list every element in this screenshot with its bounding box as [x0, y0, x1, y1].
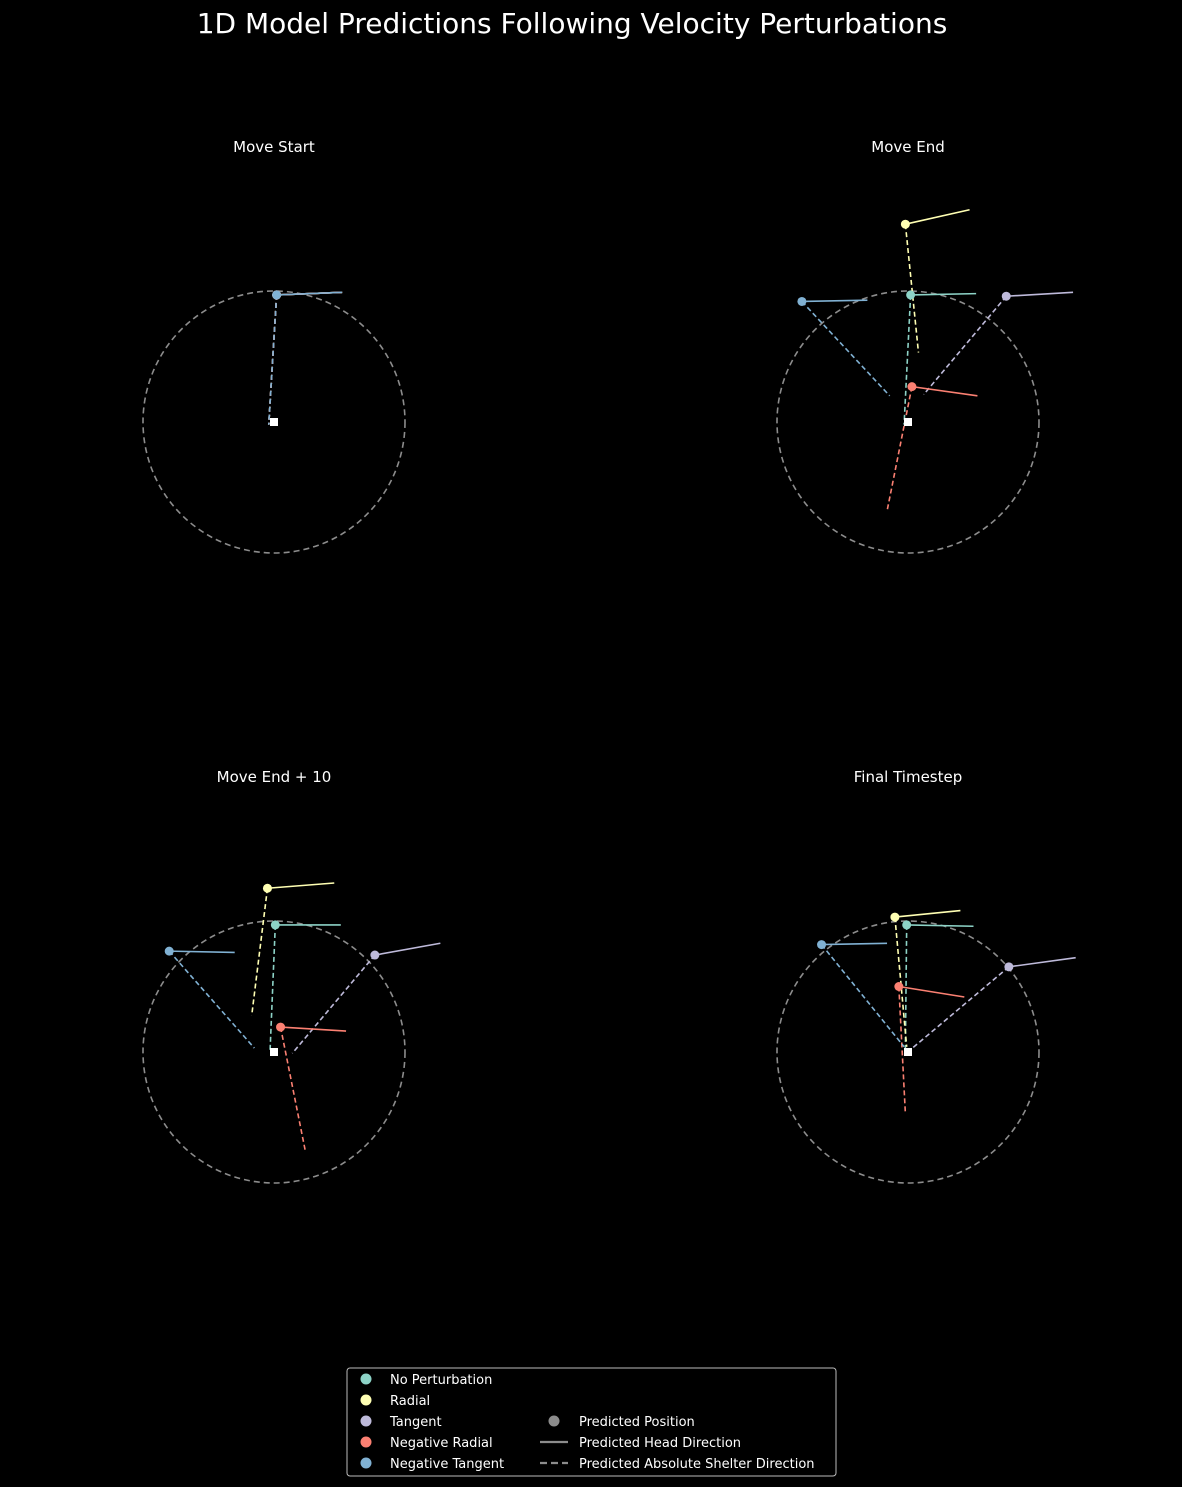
legend-label: No Perturbation: [390, 1373, 492, 1388]
shelter-direction-line: [904, 224, 920, 353]
position-marker: [262, 883, 272, 893]
position-marker: [1004, 962, 1014, 972]
head-direction-line: [911, 385, 978, 397]
legend-marker: [548, 1415, 560, 1427]
shelter-marker: [904, 418, 912, 426]
position-marker: [272, 290, 282, 300]
legend-label: Predicted Position: [579, 1415, 695, 1430]
legend-item: Negative Tangent: [360, 1457, 504, 1472]
arena-circle: [776, 920, 1040, 1184]
shelter-direction-line: [267, 294, 278, 425]
shelter-direction-line: [291, 954, 376, 1054]
shelter-direction-line: [250, 888, 269, 1016]
position-marker: [907, 382, 917, 392]
position-marker: [894, 982, 904, 991]
arena-circle: [142, 290, 406, 554]
shelter-direction-line: [908, 966, 1010, 1052]
shelter-direction-line: [898, 986, 907, 1114]
shelter-direction-line: [903, 294, 912, 425]
panel-title: Move Start: [233, 138, 315, 156]
shelter-direction-line: [923, 295, 1007, 396]
figure-title: 1D Model Predictions Following Velocity …: [197, 7, 948, 40]
head-direction-line: [276, 291, 343, 296]
shelter-marker: [270, 1048, 278, 1056]
position-marker: [817, 940, 827, 950]
legend-marker: [360, 1436, 372, 1448]
position-marker: [1001, 291, 1011, 301]
legend-marker: [360, 1457, 372, 1469]
legend-marker: [360, 1394, 372, 1406]
legend-label: Radial: [390, 1394, 430, 1409]
position-marker: [797, 296, 807, 306]
head-direction-line: [169, 950, 235, 954]
legend-item: Predicted Position: [548, 1415, 695, 1430]
head-direction-line: [821, 942, 888, 946]
head-direction-line: [280, 1026, 347, 1032]
legend-marker: [360, 1415, 372, 1427]
panel-1: Move Start: [142, 138, 406, 554]
shelter-direction-line: [168, 950, 255, 1049]
position-marker: [906, 290, 916, 300]
head-direction-line: [898, 985, 965, 998]
legend-item: No Perturbation: [360, 1373, 492, 1388]
legend-label: Tangent: [389, 1415, 442, 1430]
panels: Move Start Move End Move End + 10 Final Tim…: [142, 138, 1076, 1184]
head-direction-line: [801, 299, 868, 303]
legend-frame: [346, 1367, 837, 1477]
arena-circle: [142, 920, 406, 1184]
position-marker: [900, 219, 910, 229]
head-direction-line: [906, 924, 974, 928]
legend-item: Predicted Head Direction: [540, 1436, 741, 1451]
legend-item: Radial: [360, 1394, 430, 1409]
legend-item: Tangent: [360, 1415, 442, 1430]
position-marker: [370, 950, 380, 960]
legend-item: Predicted Absolute Shelter Direction: [540, 1457, 815, 1472]
legend-marker: [360, 1373, 372, 1385]
panel-2: Move End: [776, 138, 1074, 554]
panel-4: Final Timestep: [776, 768, 1076, 1184]
legend-item: Negative Radial: [360, 1436, 493, 1451]
position-marker: [890, 912, 900, 922]
legend-label: Predicted Head Direction: [579, 1436, 741, 1451]
head-direction-line: [267, 882, 335, 890]
head-direction-line: [1006, 291, 1074, 298]
head-direction-line: [1008, 956, 1076, 968]
shelter-direction-line: [801, 300, 891, 397]
shelter-direction-line: [269, 924, 277, 1051]
shelter-direction-line: [904, 924, 908, 1049]
panel-title: Final Timestep: [854, 768, 963, 786]
arena-circle: [776, 290, 1040, 554]
legend-label: Negative Tangent: [390, 1457, 504, 1472]
legend-label: Predicted Absolute Shelter Direction: [579, 1457, 815, 1472]
legend-label: Negative Radial: [390, 1436, 493, 1451]
shelter-direction-line: [279, 1026, 307, 1152]
position-marker: [270, 920, 280, 930]
legend: No Perturbation Radial Tangent Negative Rad…: [346, 1367, 837, 1477]
head-direction-line: [374, 942, 441, 956]
position-marker: [164, 946, 174, 956]
head-direction-line: [905, 208, 970, 225]
head-direction-line: [910, 292, 977, 296]
shelter-direction-line: [894, 916, 908, 1047]
shelter-direction-line: [820, 944, 905, 1048]
shelter-direction-line: [886, 386, 913, 512]
panel-title: Move End + 10: [217, 768, 332, 786]
head-direction-line: [894, 909, 961, 918]
panel-3: Move End + 10: [142, 768, 441, 1184]
shelter-marker: [904, 1048, 912, 1056]
panel-title: Move End: [871, 138, 945, 156]
shelter-marker: [270, 418, 278, 426]
position-marker: [902, 920, 912, 930]
position-marker: [276, 1022, 286, 1032]
